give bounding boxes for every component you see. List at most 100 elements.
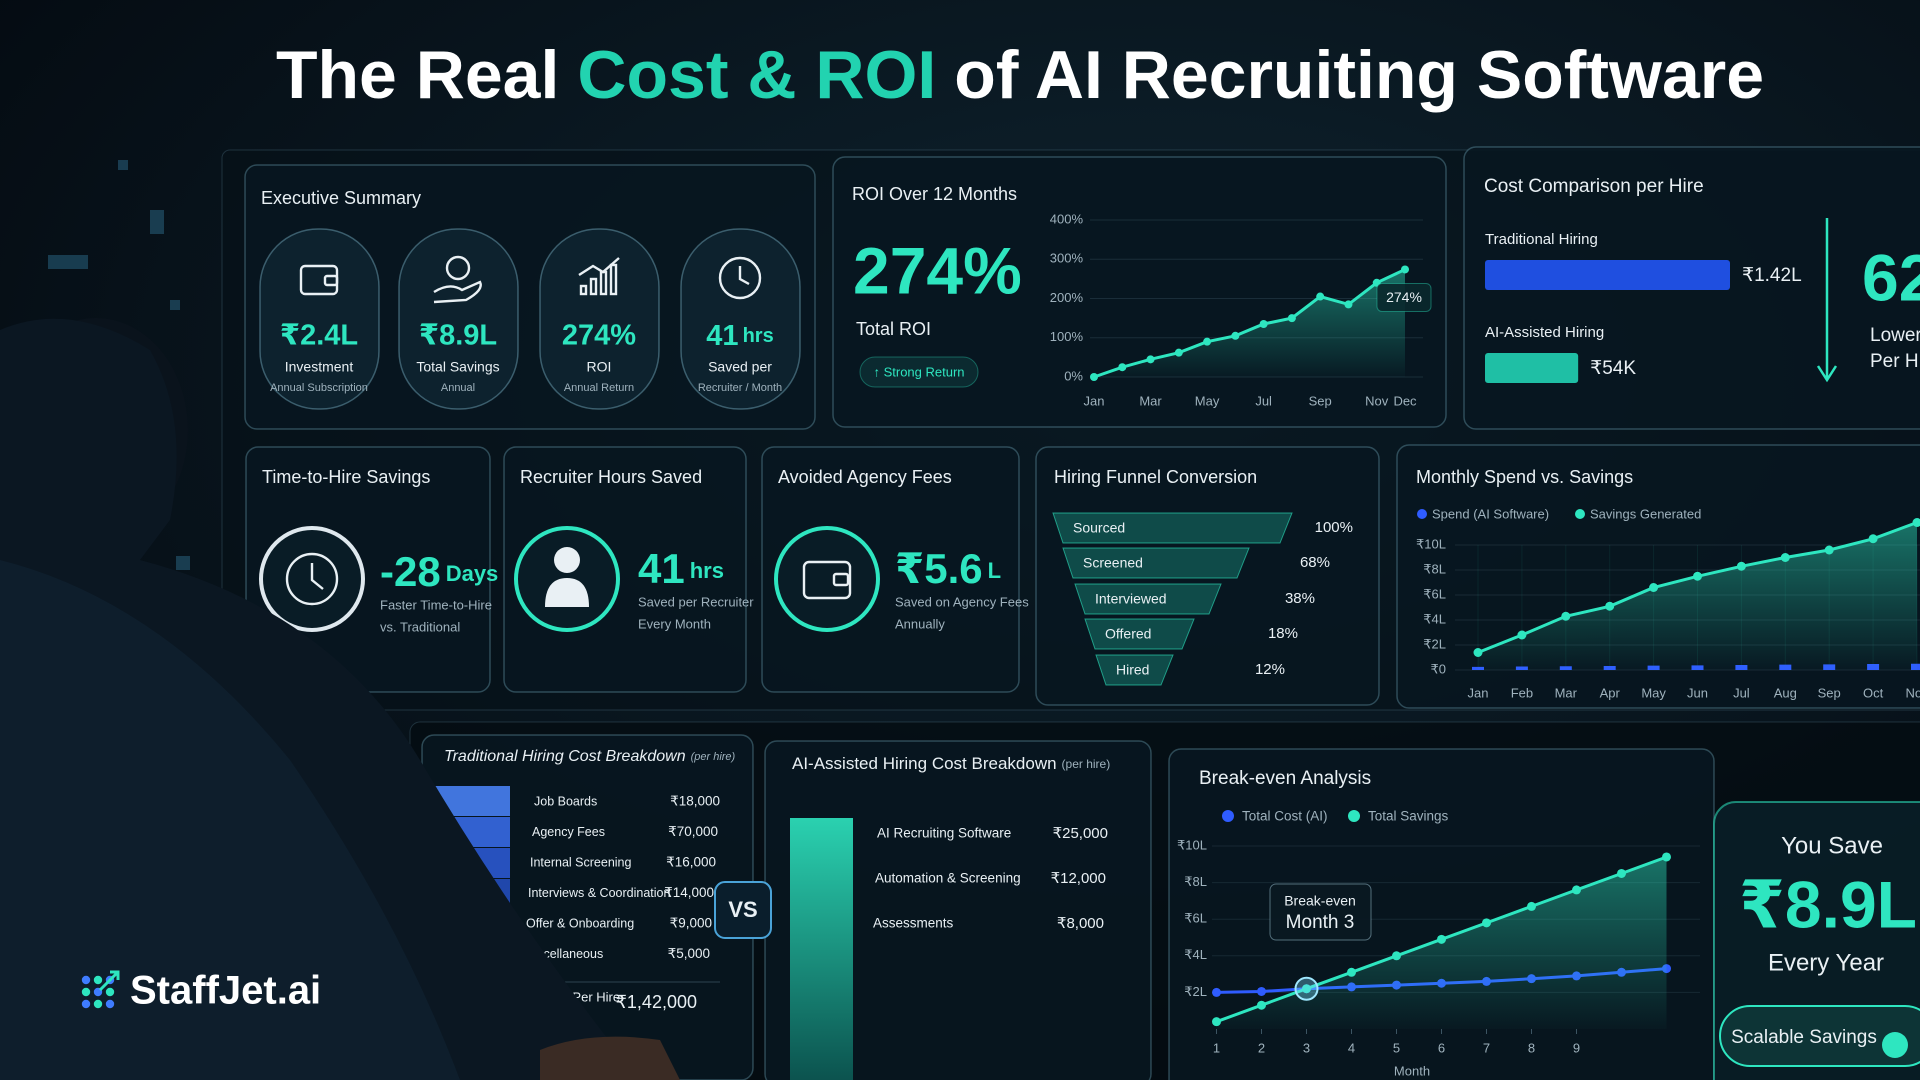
legend-swatch: [1348, 810, 1360, 822]
summary-value: 41 hrs: [706, 320, 773, 352]
x-tick-label: 6: [1438, 1040, 1445, 1055]
y-tick-label: ₹2L: [1423, 636, 1446, 651]
savings-point: [1912, 518, 1920, 527]
y-tick-label: ₹6L: [1184, 911, 1207, 926]
bars-icon: [609, 263, 618, 296]
vs-badge: [714, 881, 772, 939]
breakdown-item: Automation & Screening: [875, 871, 1021, 886]
metric-icon: [285, 552, 339, 606]
breakdown-amount: ₹9,000: [670, 916, 712, 931]
x-tick-label: 7: [1483, 1040, 1490, 1055]
summary-icon: [578, 257, 620, 296]
breakdown-title: AI-Assisted Hiring Cost Breakdown (per hi…: [792, 754, 1110, 773]
breakdown-amount: ₹25,000: [1053, 825, 1108, 842]
panel-title: Hiring Funnel Conversion: [1054, 467, 1257, 487]
down-arrow: [1816, 218, 1838, 383]
metric-desc: Every Month: [638, 616, 711, 631]
savings-area: [1478, 522, 1917, 670]
metric-unit: L: [988, 558, 1001, 583]
bars-icon: [589, 277, 598, 296]
y-tick-label: ₹8L: [1423, 561, 1446, 576]
x-tick-label: 3: [1303, 1040, 1310, 1055]
metric-desc: Faster Time-to-Hire: [380, 597, 492, 612]
breakdown-amount: ₹18,000: [670, 794, 720, 809]
bar-value-label: ₹54K: [1590, 358, 1636, 379]
breakdown-amount: ₹8,000: [1057, 915, 1104, 932]
break-even-point: [1527, 901, 1536, 911]
x-tick-label: May: [1195, 393, 1220, 408]
metric-ring: [774, 526, 880, 632]
dashboard: The Real Cost & ROI of AI Recruiting Softw…: [221, 37, 1920, 1080]
logo-dot: [81, 987, 91, 997]
total-value: ₹1,42,000: [615, 992, 697, 1012]
panel-title: Recruiter Hours Saved: [520, 467, 702, 487]
you-save-value: ₹8.9L: [1739, 867, 1917, 941]
logo-dot: [105, 999, 115, 1009]
break-even-point: [1392, 951, 1401, 961]
y-tick-label: ₹10L: [1177, 837, 1207, 852]
breakdown-amount: ₹14,000: [664, 885, 714, 900]
y-tick-label: ₹2L: [1184, 984, 1207, 999]
title-tail: of AI Recruiting Software: [954, 37, 1764, 113]
summary-value: ₹2.4L: [280, 320, 358, 352]
roi-point: [1146, 355, 1155, 364]
savings-point: [1693, 571, 1702, 581]
ai-stack: [790, 818, 853, 1080]
x-tick-label: Jul: [1733, 685, 1750, 700]
hand-icon: [433, 280, 482, 304]
panel-title: Cost Comparison per Hire: [1484, 176, 1704, 197]
breakdown-amount: ₹16,000: [666, 855, 716, 870]
big-label: Lower: [1870, 325, 1920, 346]
metric-unit: Days: [446, 561, 499, 586]
logo-arrow: [98, 970, 120, 992]
funnel-rate: 18%: [1268, 625, 1298, 642]
funnel-stage-name: Hired: [1116, 662, 1149, 678]
big-label: Per H: [1870, 351, 1919, 372]
scalable-savings-button[interactable]: Scalable Savings: [1719, 1005, 1920, 1067]
legend-swatch: [1222, 810, 1234, 822]
summary-card: [539, 228, 660, 410]
legend-label: Total Cost (AI): [1242, 809, 1328, 824]
legend-label: Total Savings: [1368, 809, 1449, 824]
break-even-point: [1257, 986, 1266, 996]
y-tick-label: ₹4L: [1423, 611, 1446, 626]
bar-value-label: ₹1.42L: [1742, 265, 1802, 286]
funnel-rate: 68%: [1300, 554, 1330, 571]
x-tick-label: Sep: [1818, 685, 1841, 700]
roi-point: [1344, 300, 1353, 309]
button-label: Scalable Savings: [1731, 1027, 1877, 1048]
brand-name: StaffJet.ai: [130, 969, 321, 1013]
page-title: The Real Cost & ROI of AI Recruiting Softw…: [276, 37, 1764, 113]
x-tick-label: Dec: [1393, 393, 1417, 408]
y-tick-label: ₹4L: [1184, 947, 1207, 962]
x-tick-label: 2: [1258, 1040, 1265, 1055]
x-tick-label: Nov: [1365, 393, 1389, 408]
person-head: [554, 547, 580, 573]
break-even-point: [1437, 934, 1446, 944]
summary-card: [259, 228, 380, 410]
savings-point: [1473, 648, 1483, 657]
summary-icon: [718, 256, 762, 300]
roi-big-value: 274%: [853, 233, 1022, 307]
funnel-stage: [1074, 583, 1222, 615]
y-tick-label: 300%: [1050, 251, 1084, 266]
savings-point: [1561, 611, 1571, 621]
x-tick-label: 9: [1573, 1040, 1580, 1055]
x-tick-label: Jan: [1468, 685, 1489, 700]
break-even-point: [1257, 1000, 1266, 1010]
breakdown-amount: ₹5,000: [668, 946, 710, 961]
breakdown-note: (per hire): [1062, 757, 1111, 771]
funnel-stage: [1062, 547, 1250, 579]
metric-number: -28: [380, 548, 441, 595]
panel-title: Break-even Analysis: [1199, 768, 1371, 789]
metric-number: ₹5.6: [895, 545, 983, 592]
x-tick-label: May: [1641, 685, 1666, 700]
breakdown-item: Interviews & Coordination: [528, 886, 670, 900]
roi-point: [1174, 348, 1183, 357]
breakdown-amount: ₹70,000: [668, 824, 718, 839]
summary-label: Total Savings: [416, 359, 499, 375]
roi-point: [1203, 337, 1212, 346]
summary-value: ₹8.9L: [419, 320, 497, 352]
break-even-point: [1482, 918, 1491, 928]
